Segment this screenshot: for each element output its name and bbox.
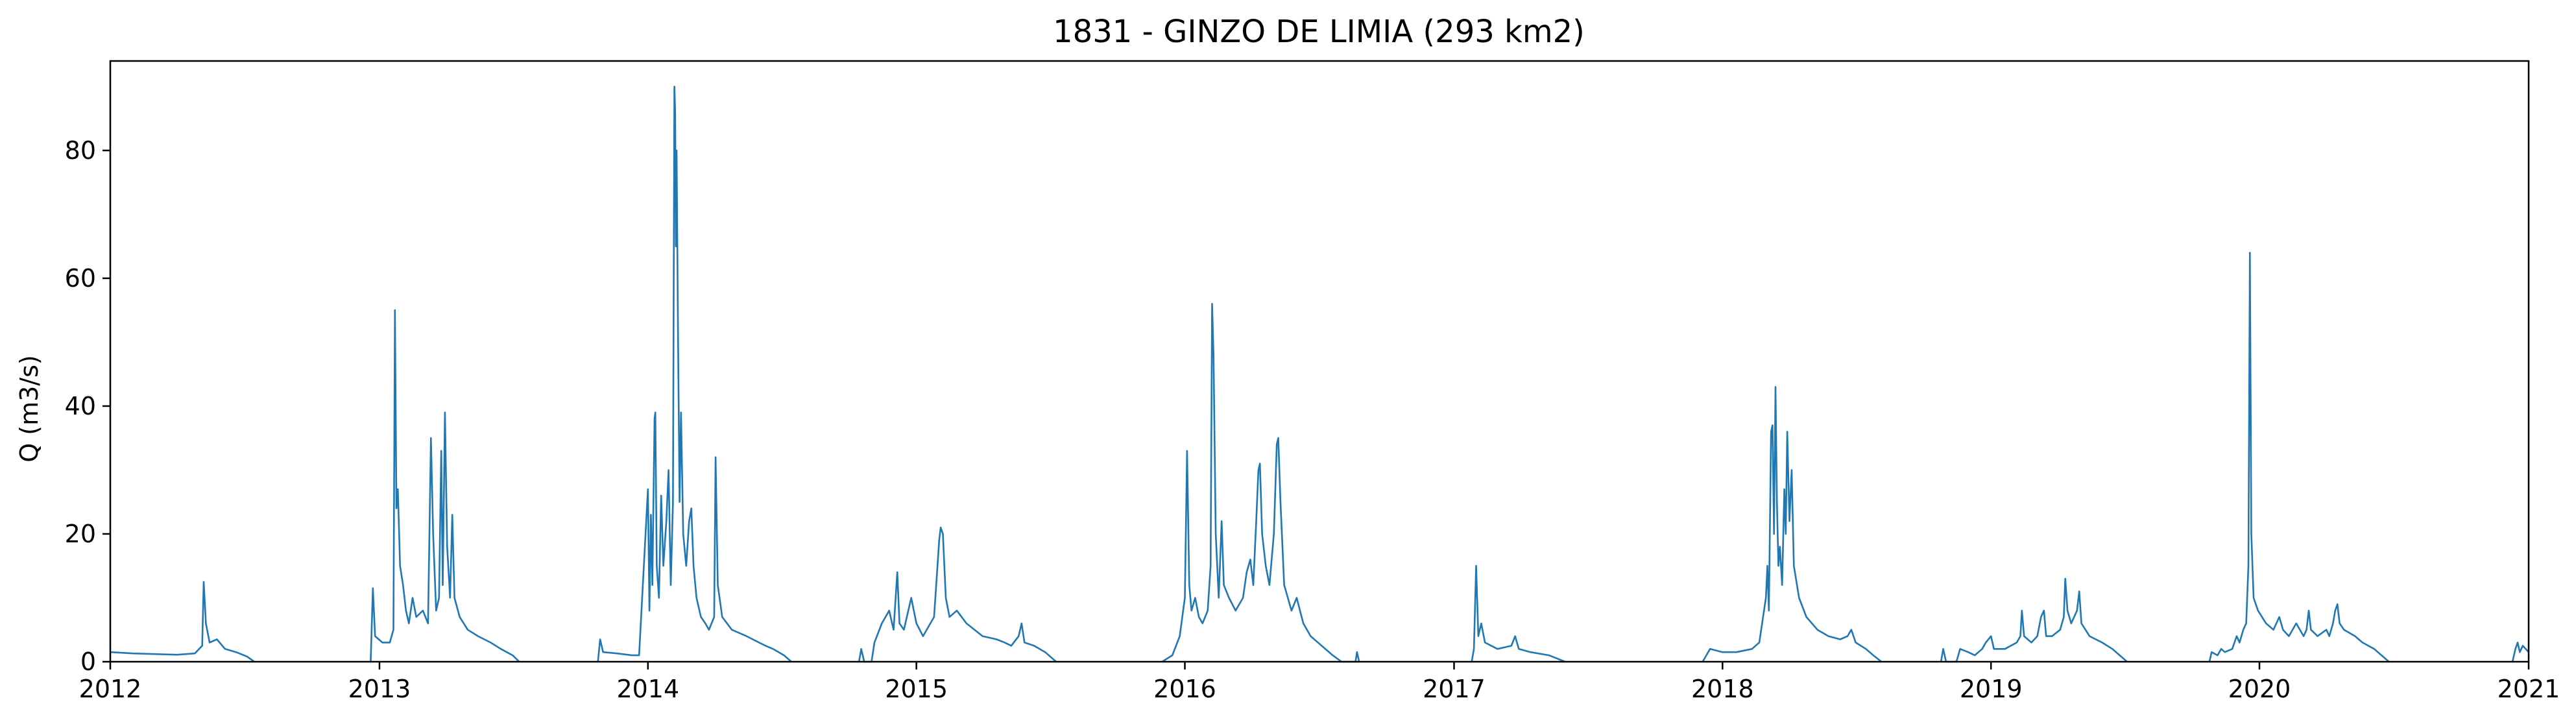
- series-line-segment: [110, 581, 255, 663]
- x-tick-label: 2014: [616, 675, 679, 703]
- series-line-segment: [1940, 577, 2128, 663]
- x-tick-label: 2013: [348, 675, 411, 703]
- x-tick-label: 2019: [1960, 675, 2023, 703]
- y-axis-ticks: 0 20 40 60 80: [65, 136, 110, 676]
- y-tick-label: 60: [65, 264, 96, 293]
- series-line-segment: [858, 526, 1057, 663]
- x-tick-label: 2018: [1691, 675, 1754, 703]
- plot-series: [110, 86, 2529, 663]
- y-tick-label: 40: [65, 392, 96, 420]
- x-axis-ticks: 2012 2013 2014 2015 2016 2017 2018 2019 2020 2021: [79, 662, 2560, 703]
- y-tick-label: 80: [65, 136, 96, 165]
- x-tick-label: 2017: [1423, 675, 1486, 703]
- y-tick-label: 0: [80, 647, 96, 676]
- x-tick-label: 2015: [885, 675, 948, 703]
- plot-frame: [109, 60, 2530, 663]
- x-tick-label: 2016: [1153, 675, 1216, 703]
- x-tick-label: 2020: [2228, 675, 2291, 703]
- series-line-segment: [1161, 303, 1360, 663]
- y-tick-label: 20: [65, 520, 96, 548]
- series-line-segment: [2208, 252, 2390, 662]
- series-line-segment: [2511, 642, 2529, 662]
- y-axis-label: Q (m3/s): [15, 355, 43, 462]
- series-line-segment: [1471, 564, 1566, 663]
- x-tick-label: 2021: [2498, 675, 2560, 703]
- series-line-segment: [370, 309, 520, 662]
- x-tick-label: 2012: [79, 675, 142, 703]
- series-line-segment: [597, 86, 792, 662]
- chart-title: 1831 - GINZO DE LIMIA (293 km2): [1053, 14, 1585, 50]
- series-line-segment: [1702, 386, 1883, 663]
